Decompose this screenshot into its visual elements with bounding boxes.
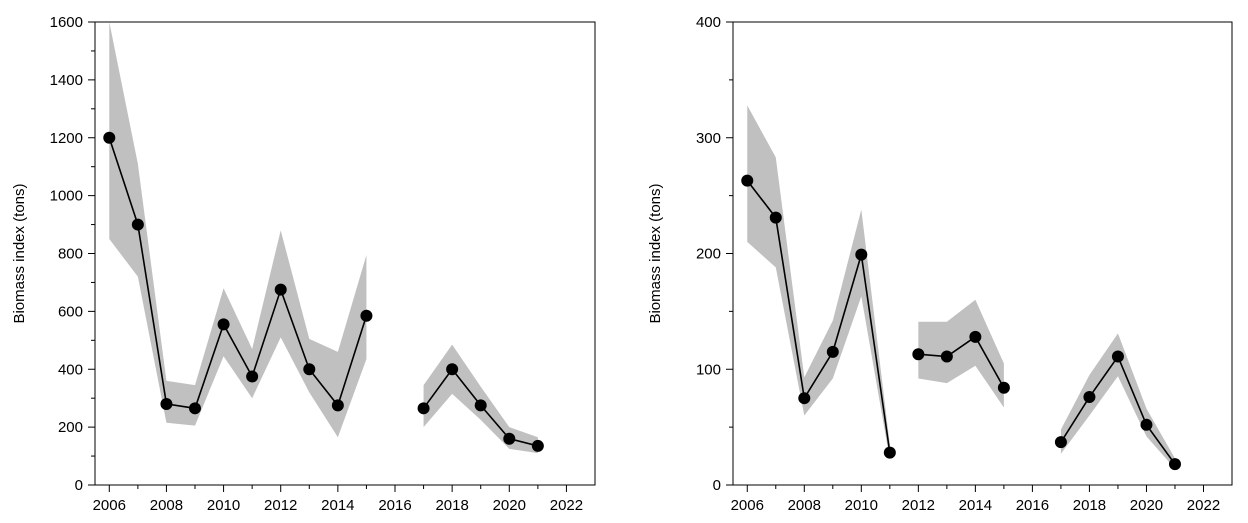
x-tick-label: 2016 [378, 497, 411, 514]
x-tick-label: 2020 [1130, 497, 1163, 514]
data-point [131, 218, 144, 231]
x-tick-label: 2008 [150, 497, 183, 514]
data-point [217, 318, 230, 331]
x-tick-label: 2006 [731, 497, 764, 514]
data-point [969, 330, 982, 343]
data-point [474, 399, 487, 412]
data-point [446, 363, 459, 376]
x-tick-label: 2018 [435, 497, 468, 514]
data-point [940, 350, 953, 363]
data-point [274, 283, 287, 296]
data-point [798, 392, 811, 405]
y-tick-label: 400 [58, 361, 83, 378]
confidence-band-segment [918, 299, 1004, 408]
chart-1: 0 200 400 600 800 1000 1200 1400 1600 2006 2008 201… [11, 14, 596, 514]
data-point [1140, 418, 1153, 431]
confidence-band-segment [747, 105, 890, 460]
y-tick-label: 400 [696, 14, 721, 31]
data-point [1111, 350, 1124, 363]
data-point [855, 248, 868, 261]
x-tick-label: 2018 [1073, 497, 1106, 514]
data-point [1083, 391, 1096, 404]
x-tick-label: 2012 [902, 497, 935, 514]
data-point [1168, 458, 1181, 471]
x-tick-label: 2008 [788, 497, 821, 514]
y-tick-label: 600 [58, 303, 83, 320]
series-line-segment [108, 137, 368, 410]
y-tick-label: 200 [58, 419, 83, 436]
y-axis-label: Biomass index (tons) [647, 183, 664, 323]
y-tick-label: 100 [696, 361, 721, 378]
confidence-band-segment [423, 344, 538, 454]
confidence-band-segment [1060, 333, 1175, 469]
x-tick-label: 2022 [550, 497, 583, 514]
x-tick-label: 2020 [493, 497, 526, 514]
y-tick-label: 1000 [50, 188, 83, 205]
data-point [883, 446, 896, 459]
x-tick-label: 2014 [321, 497, 354, 514]
series-line-segment [918, 335, 1005, 389]
y-tick-label: 0 [713, 477, 721, 494]
x-tick-label: 2010 [207, 497, 240, 514]
data-point [417, 402, 430, 415]
x-tick-label: 2010 [845, 497, 878, 514]
confidence-band-segment [109, 22, 367, 438]
data-point [189, 402, 201, 415]
data-point [531, 439, 544, 452]
y-tick-label: 200 [696, 246, 721, 263]
data-point [160, 397, 173, 410]
x-tick-label: 2022 [1187, 497, 1220, 514]
y-tick-label: 0 [75, 477, 83, 494]
y-tick-label: 300 [696, 130, 721, 147]
data-point [826, 345, 839, 358]
chart-2: 0 100 200 300 400 2006 2008 2010 2012 2014 2016 201… [647, 14, 1233, 514]
x-tick-label: 2014 [959, 497, 992, 514]
data-point [769, 211, 782, 224]
y-tick-label: 1400 [50, 72, 83, 89]
x-tick-label: 2016 [1016, 497, 1049, 514]
y-axis-label: Biomass index (tons) [11, 183, 28, 323]
data-point [503, 432, 516, 445]
data-point [741, 174, 754, 187]
x-tick-label: 2012 [264, 497, 297, 514]
plot-frame [732, 21, 1233, 486]
data-point [303, 363, 316, 376]
series-line-segment [746, 180, 891, 453]
data-point [997, 381, 1010, 394]
data-point [912, 348, 925, 361]
data-point [1054, 436, 1067, 449]
data-point [331, 399, 344, 412]
data-point [246, 370, 259, 383]
y-tick-label: 1200 [50, 130, 83, 147]
x-tick-label: 2006 [93, 497, 126, 514]
y-tick-label: 800 [58, 246, 83, 263]
data-point [103, 131, 116, 144]
y-tick-label: 1600 [50, 14, 83, 31]
data-point [360, 309, 373, 322]
